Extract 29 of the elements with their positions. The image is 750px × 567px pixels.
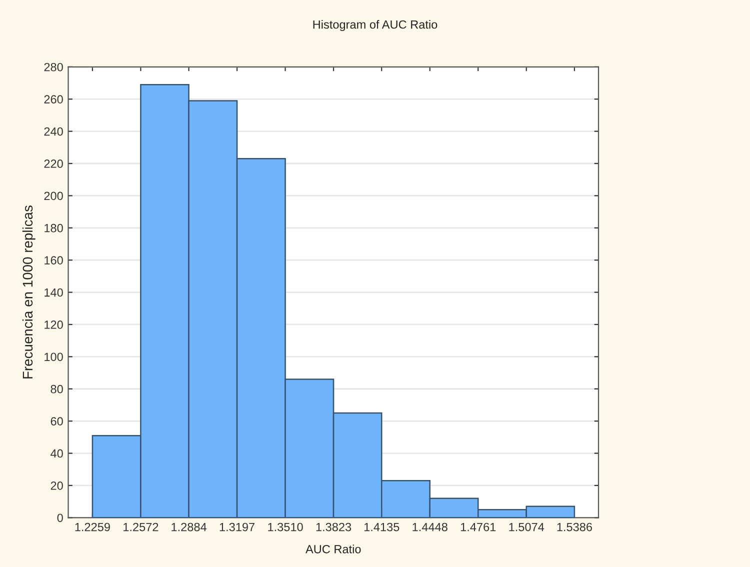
- y-tick-label: 160: [44, 256, 63, 264]
- y-tick-label: 280: [44, 62, 63, 72]
- x-tick-label: 1.5386: [557, 522, 592, 532]
- y-tick-label: 80: [50, 384, 63, 394]
- x-tick-label: 1.5074: [509, 522, 544, 532]
- x-tick-label: 1.2572: [124, 522, 158, 532]
- y-tick-label: 180: [44, 224, 63, 232]
- x-tick-label: 1.3823: [316, 522, 352, 532]
- x-axis-title: AUC Ratio: [306, 544, 361, 554]
- y-tick-label: 200: [44, 192, 63, 200]
- x-tick-label: 1.2884: [172, 522, 206, 532]
- x-tick-label: 1.4448: [412, 522, 448, 532]
- y-tick-label: 240: [44, 127, 63, 136]
- y-axis-title: Frecuencia en 1000 replicas: [22, 206, 36, 378]
- x-tick-label: 1.3510: [268, 522, 303, 532]
- y-tick-label: 20: [50, 482, 63, 490]
- x-tick-label: 1.2259: [75, 522, 110, 532]
- y-tick-label: 120: [44, 320, 63, 329]
- y-tick-label: 220: [44, 160, 63, 168]
- y-tick-label: 260: [44, 95, 63, 104]
- y-tick-label: 140: [44, 288, 63, 297]
- x-tick-label: 1.4135: [364, 522, 400, 532]
- y-tick-label: 100: [44, 352, 63, 362]
- x-tick-label: 1.4761: [460, 522, 496, 532]
- y-tick-label: 0: [57, 514, 63, 522]
- x-tick-label: 1.3197: [220, 522, 254, 532]
- chart-title: Histogram of AUC Ratio: [313, 20, 438, 32]
- y-tick-label: 40: [50, 449, 63, 458]
- y-tick-label: 60: [50, 417, 63, 426]
